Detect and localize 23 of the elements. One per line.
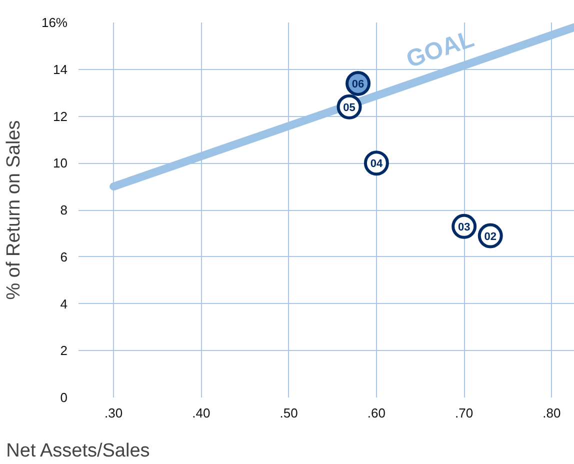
series-label: 04 [370,158,384,170]
series-label: 05 [343,102,356,114]
x-tick-label: .60 [367,406,386,420]
x-tick-label: .70 [455,406,474,420]
y-tick-label: 0 [60,390,68,405]
y-tick-label: 10 [53,156,68,171]
y-tick-label: 6 [60,249,68,264]
x-axis-title: Net Assets/Sales [6,440,150,462]
series-label: 03 [458,221,470,234]
y-tick-label: 12 [53,108,68,124]
x-tick-label: .50 [280,406,298,420]
x-tick-label: .40 [192,406,210,420]
x-tick-label: .80 [542,406,561,420]
series-label: 02 [484,230,497,243]
y-tick-label: 8 [60,202,68,218]
y-tick-label: 2 [60,343,68,358]
y-tick-label: 4 [60,296,68,312]
text: GOAL [403,25,478,74]
y-axis-title: % of Return on Sales [3,120,24,300]
x-tick-label: .30 [104,406,123,420]
y-tick-label: 16% [41,15,68,30]
series-label: 06 [352,78,364,90]
y-tick-label: 14 [53,62,68,77]
